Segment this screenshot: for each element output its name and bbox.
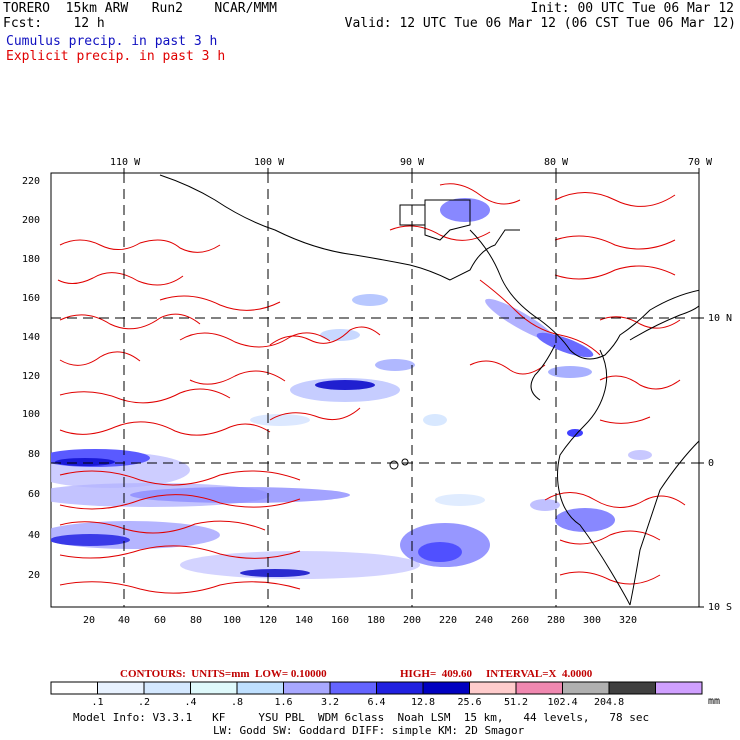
colorbar-label: .2	[138, 697, 151, 708]
colorbar-swatch	[655, 681, 703, 695]
colorbar-swatch	[608, 681, 656, 695]
x-tick: 40	[118, 615, 131, 626]
lat-label-10n: 10 N	[708, 313, 733, 324]
x-tick: 260	[511, 615, 530, 626]
colorbar-swatch	[97, 681, 145, 695]
lon-label-80w: 80 W	[544, 157, 569, 168]
y-tick: 140	[22, 332, 41, 343]
x-tick: 20	[83, 615, 96, 626]
contours-interval: INTERVAL=X 4.0000	[486, 668, 593, 680]
y-tick: 60	[28, 489, 41, 500]
lat-label-10s: 10 S	[708, 602, 733, 613]
x-tick: 180	[367, 615, 386, 626]
latlon-grid	[51, 173, 699, 607]
y-tick: 20	[28, 570, 41, 581]
y-tick: 180	[22, 254, 41, 265]
colorbar-swatch	[143, 681, 191, 695]
valid-time: Valid: 12 UTC Tue 06 Mar 12 (06 CST Tue …	[344, 16, 736, 31]
colorbar-label: 12.8	[411, 697, 436, 708]
init-time: Init: 00 UTC Tue 06 Mar 12	[530, 1, 735, 16]
contours-high: HIGH= 409.60	[400, 668, 472, 680]
colorbar-label: 102.4	[547, 697, 578, 708]
colorbar-swatch	[422, 681, 470, 695]
colorbar-label: 25.6	[457, 697, 482, 708]
lat-label-0: 0	[708, 458, 715, 469]
colorbar-swatch	[469, 681, 517, 695]
cumulus-precip-areas	[51, 198, 652, 579]
x-tick: 140	[295, 615, 314, 626]
y-tick: 100	[22, 409, 41, 420]
colorbar-swatch	[283, 681, 331, 695]
colorbar-swatch	[515, 681, 563, 695]
lon-label-70w: 70 W	[688, 157, 713, 168]
colorbar-label: 1.6	[274, 697, 293, 708]
x-tick: 300	[583, 615, 602, 626]
colorbar-label: .8	[231, 697, 244, 708]
colorbar-swatch	[562, 681, 610, 695]
colorbar-swatch	[236, 681, 284, 695]
x-tick: 280	[547, 615, 566, 626]
y-tick: 40	[28, 530, 41, 541]
y-tick: 160	[22, 293, 41, 304]
lon-label-100w: 100 W	[254, 157, 285, 168]
colorbar-label: 6.4	[367, 697, 386, 708]
explicit-precip-contours	[57, 183, 686, 594]
cumulus-precip-title: Cumulus precip. in past 3 h	[6, 34, 218, 49]
lon-label-90w: 90 W	[400, 157, 425, 168]
model-info: Model Info: V3.3.1 KF YSU PBL WDM 6class…	[73, 711, 650, 724]
explicit-precip-title: Explicit precip. in past 3 h	[6, 49, 226, 64]
y-tick: 80	[28, 449, 41, 460]
y-tick: 120	[22, 371, 41, 382]
colorbar-label: 204.8	[594, 697, 625, 708]
model-physics: LW: Godd SW: Goddard DIFF: simple KM: 2D…	[213, 724, 525, 737]
coastlines	[159, 174, 699, 606]
colorbar-label: .1	[91, 697, 104, 708]
model-title: TORERO 15km ARW Run2 NCAR/MMM	[3, 1, 277, 16]
x-tick: 200	[403, 615, 422, 626]
x-tick: 160	[331, 615, 350, 626]
x-tick: 240	[475, 615, 494, 626]
y-tick: 200	[22, 215, 41, 226]
colorbar-swatch	[376, 681, 424, 695]
colorbar-swatch	[190, 681, 238, 695]
colorbar-label: .4	[184, 697, 197, 708]
colorbar-swatch	[329, 681, 377, 695]
colorbar-unit: mm	[708, 696, 721, 707]
forecast-hour: Fcst: 12 h	[3, 16, 105, 31]
colorbar-label: 51.2	[504, 697, 529, 708]
colorbar-label: 3.2	[321, 697, 340, 708]
lon-label-110w: 110 W	[110, 157, 141, 168]
colorbar	[50, 681, 703, 695]
x-tick: 320	[619, 615, 638, 626]
x-tick: 220	[439, 615, 458, 626]
colorbar-swatch	[50, 681, 98, 695]
y-tick: 220	[22, 176, 41, 187]
x-tick: 100	[223, 615, 242, 626]
x-tick: 120	[259, 615, 278, 626]
x-tick: 60	[154, 615, 167, 626]
contours-units: CONTOURS: UNITS=mm LOW= 0.10000	[120, 668, 327, 680]
x-tick: 80	[190, 615, 203, 626]
